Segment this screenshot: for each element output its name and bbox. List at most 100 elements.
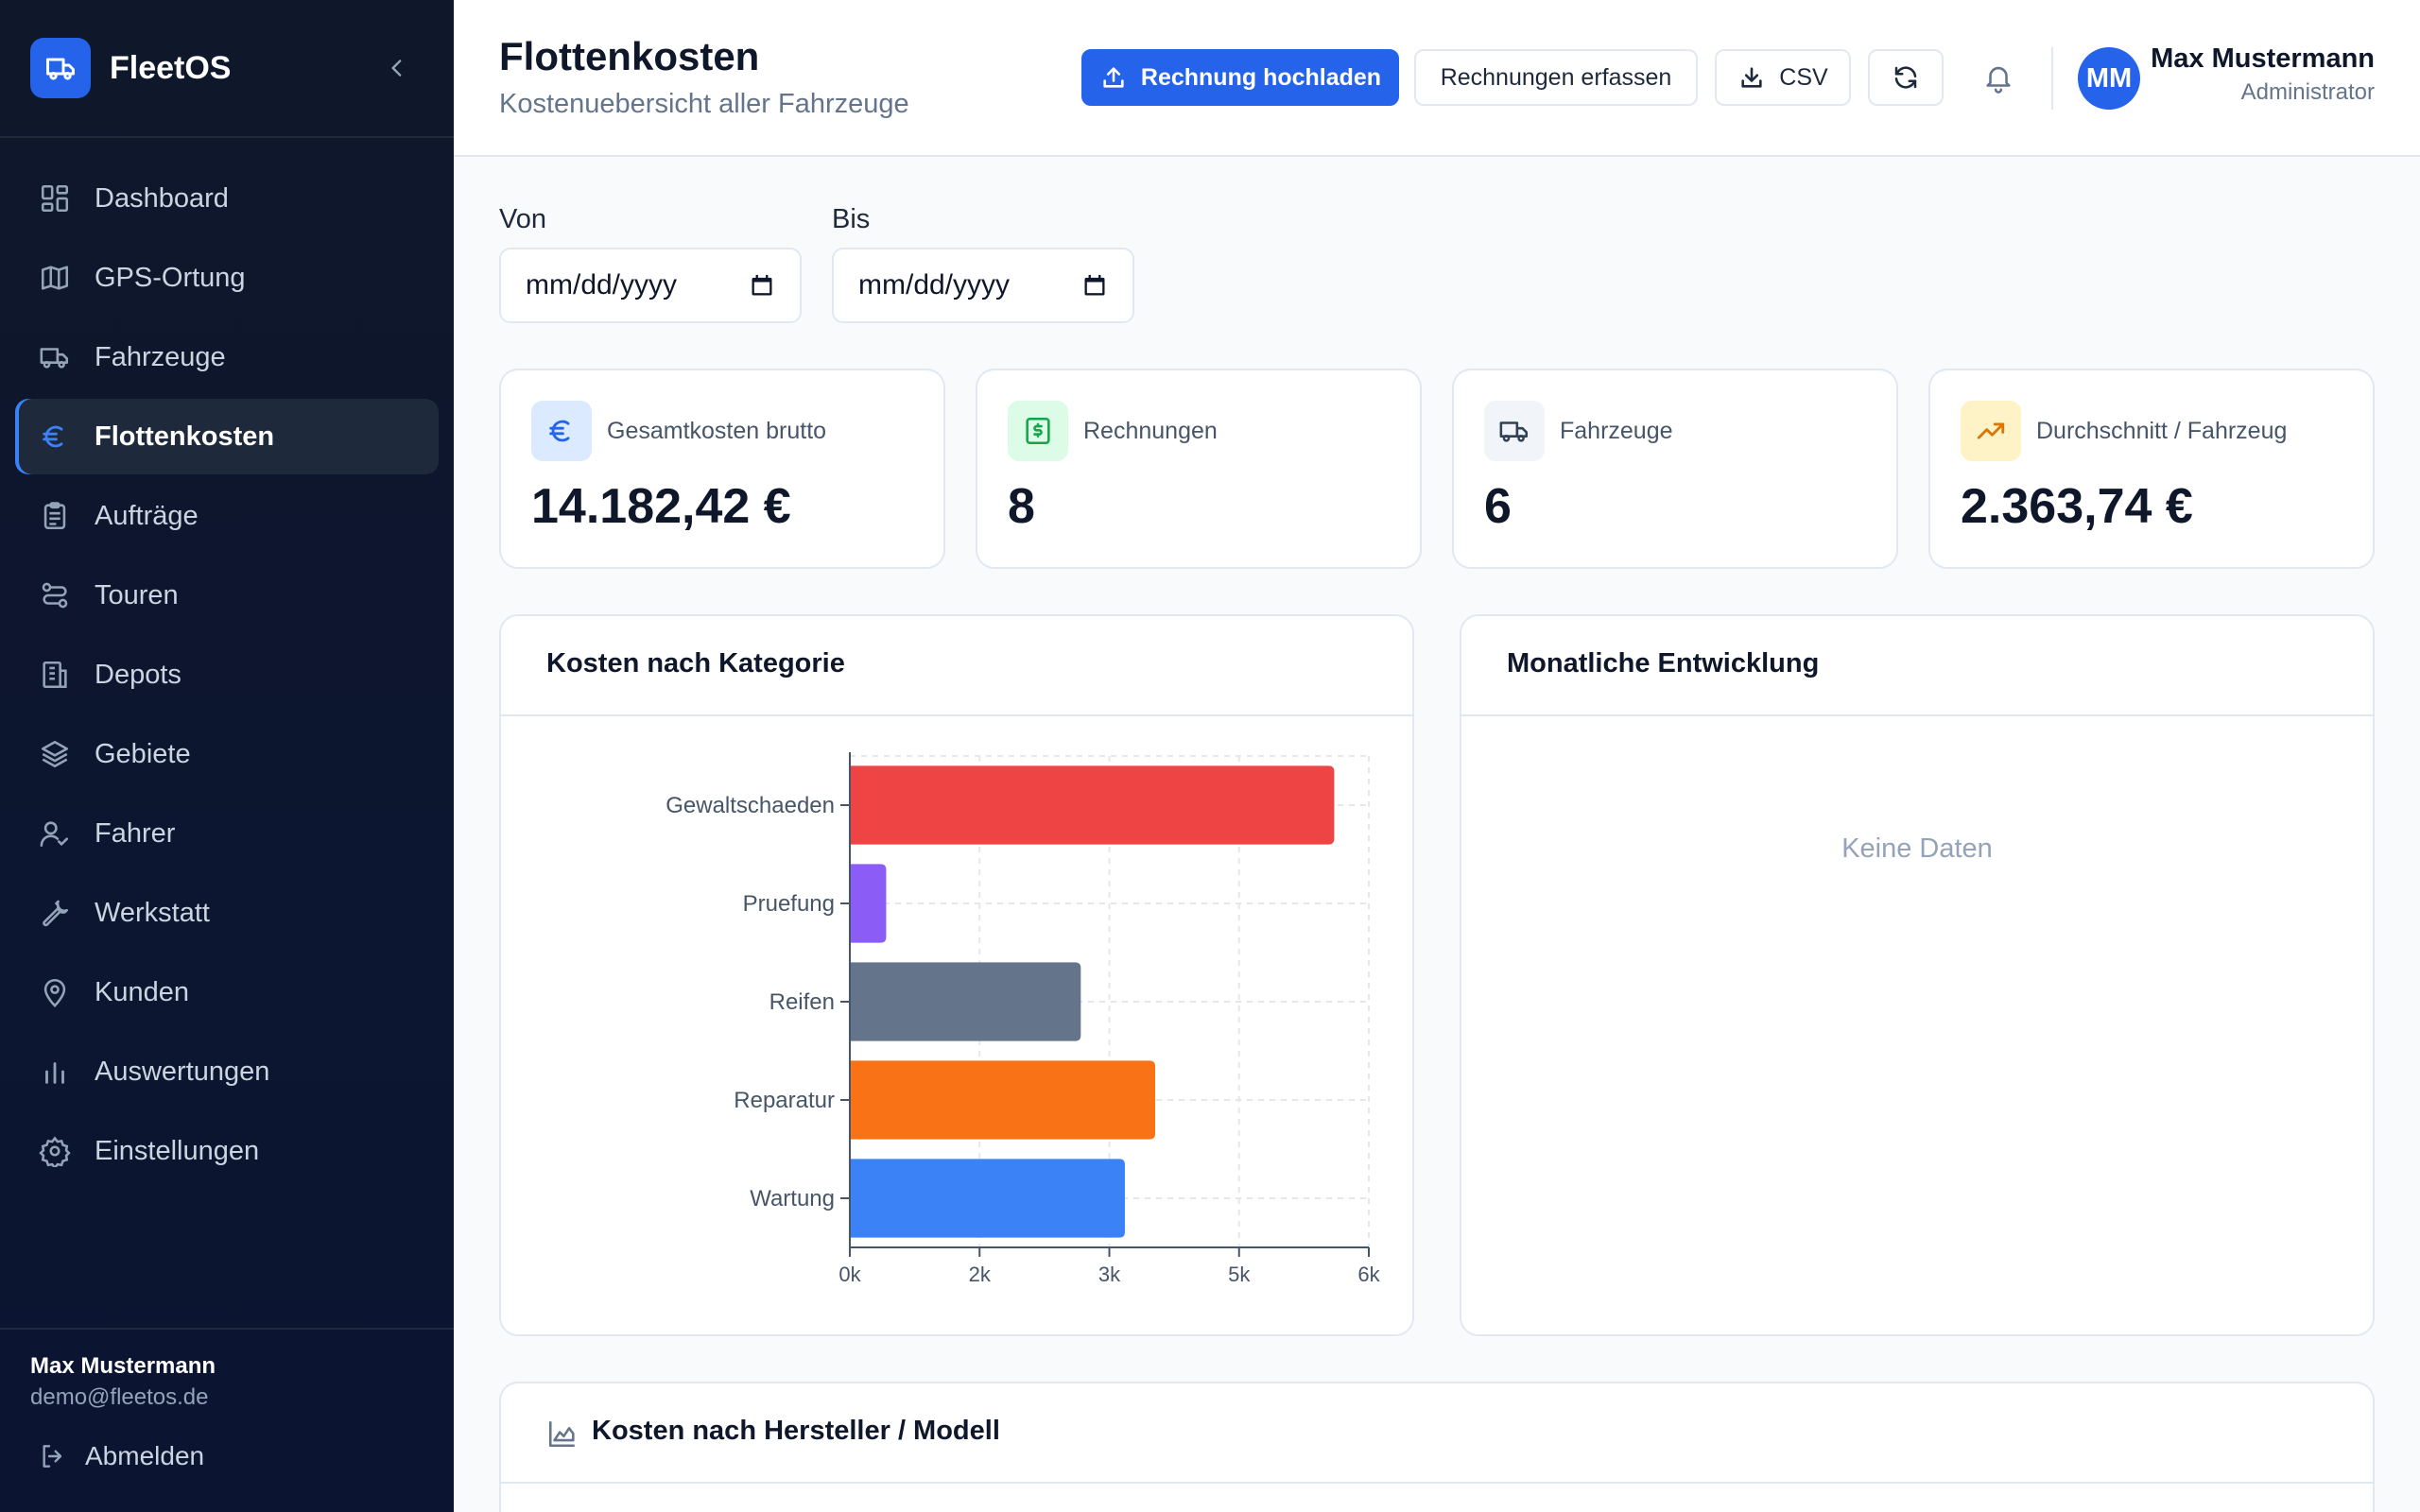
stat-value: 2.363,74 € — [1961, 479, 2193, 534]
logout-button[interactable]: Abmelden — [38, 1440, 204, 1472]
sidebar-item-werkstatt[interactable]: Werkstatt — [15, 875, 439, 951]
sidebar-item-label: Dashboard — [95, 182, 229, 214]
sidebar: FleetOS Dashboard GPS-Ortung Fahrzeuge F… — [0, 0, 454, 1512]
monthly-development-panel: Monatliche Entwicklung Keine Daten — [1460, 614, 2375, 1336]
sidebar-item-auswertungen[interactable]: Auswertungen — [15, 1034, 439, 1109]
stat-label: Rechnungen — [1083, 418, 1218, 444]
category-label: Wartung — [750, 1186, 835, 1211]
notifications-button[interactable] — [1978, 57, 2019, 98]
upload-invoice-button[interactable]: Rechnung hochladen — [1081, 49, 1399, 106]
sidebar-item-auftraege[interactable]: Aufträge — [15, 478, 439, 554]
csv-export-button[interactable]: CSV — [1715, 49, 1851, 106]
csv-export-label: CSV — [1779, 63, 1828, 91]
to-date-label: Bis — [832, 204, 871, 234]
x-tick-label: 5k — [1228, 1263, 1251, 1286]
sidebar-item-label: Einstellungen — [95, 1135, 260, 1166]
sidebar-item-gps[interactable]: GPS-Ortung — [15, 240, 439, 316]
header-user-name[interactable]: Max Mustermann — [2151, 43, 2375, 74]
calendar-icon[interactable] — [1081, 272, 1108, 299]
truck-icon — [1484, 401, 1545, 461]
category-label: Reifen — [769, 989, 835, 1015]
empty-state-text: Keine Daten — [1841, 833, 1993, 864]
receipt-icon — [1008, 401, 1068, 461]
sidebar-divider — [0, 1328, 454, 1330]
map-pin-icon — [38, 975, 72, 1009]
avatar[interactable]: MM — [2078, 47, 2140, 110]
stat-value: 14.182,42 € — [531, 479, 791, 534]
euro-icon — [531, 401, 592, 461]
brand[interactable]: FleetOS — [30, 38, 231, 98]
stat-label: Fahrzeuge — [1560, 418, 1673, 444]
sidebar-item-label: Fahrzeuge — [95, 341, 226, 372]
sidebar-item-touren[interactable]: Touren — [15, 558, 439, 633]
sidebar-item-label: Flottenkosten — [95, 421, 275, 452]
capture-invoices-button[interactable]: Rechnungen erfassen — [1414, 49, 1698, 106]
page-title: Flottenkosten — [499, 34, 760, 78]
clipboard-icon — [38, 499, 72, 533]
sidebar-item-fahrer[interactable]: Fahrer — [15, 796, 439, 871]
header-divider — [2051, 47, 2053, 110]
from-date-input[interactable]: mm/dd/yyyy — [499, 248, 802, 323]
sidebar-item-dashboard[interactable]: Dashboard — [15, 161, 439, 236]
area-chart-icon — [546, 1418, 579, 1450]
wrench-icon — [38, 896, 72, 930]
to-date-input[interactable]: mm/dd/yyyy — [832, 248, 1134, 323]
panel-title: Kosten nach Hersteller / Modell — [592, 1416, 1000, 1446]
upload-invoice-label: Rechnung hochladen — [1140, 63, 1382, 91]
sidebar-divider — [0, 136, 454, 138]
bell-icon — [1986, 66, 2011, 94]
sidebar-item-einstellungen[interactable]: Einstellungen — [15, 1113, 439, 1189]
chart-bar — [850, 864, 887, 943]
refresh-icon — [1894, 66, 1917, 89]
chart-bar — [850, 765, 1335, 845]
calendar-icon[interactable] — [749, 272, 775, 299]
logout-icon — [38, 1440, 70, 1472]
sidebar-item-depots[interactable]: Depots — [15, 637, 439, 713]
from-date-placeholder: mm/dd/yyyy — [526, 269, 678, 301]
brand-name: FleetOS — [110, 49, 232, 86]
header-user-role: Administrator — [2240, 79, 2375, 105]
page-subtitle: Kostenuebersicht aller Fahrzeuge — [499, 89, 909, 119]
building-icon — [38, 658, 72, 692]
stat-card-vehicles: Fahrzeuge 6 — [1452, 369, 1898, 569]
stat-value: 6 — [1484, 479, 1512, 534]
truck-icon — [38, 340, 72, 374]
logout-label: Abmelden — [85, 1441, 205, 1470]
sidebar-item-label: Depots — [95, 659, 182, 690]
sidebar-item-fahrzeuge[interactable]: Fahrzeuge — [15, 319, 439, 395]
sidebar-item-kunden[interactable]: Kunden — [15, 954, 439, 1030]
map-icon — [38, 261, 72, 295]
sidebar-item-label: Gebiete — [95, 738, 191, 769]
stat-label: Durchschnitt / Fahrzeug — [2036, 418, 2288, 444]
upload-icon — [1099, 63, 1128, 92]
category-bar-chart: Gewaltschaeden Pruefung Reifen Reparatur War… — [666, 752, 1381, 1286]
sidebar-item-flottenkosten[interactable]: Flottenkosten — [15, 399, 439, 474]
sidebar-item-label: Werkstatt — [95, 897, 210, 928]
stat-card-average: Durchschnitt / Fahrzeug 2.363,74 € — [1928, 369, 2375, 569]
stat-value: 8 — [1008, 479, 1035, 534]
panel-title: Kosten nach Kategorie — [546, 648, 845, 679]
category-cost-panel: Kosten nach Kategorie Gewaltschaeden Prue… — [499, 614, 1414, 1336]
sidebar-item-label: Kunden — [95, 976, 189, 1007]
route-icon — [38, 578, 72, 612]
download-icon — [1737, 63, 1766, 92]
panel-title: Monatliche Entwicklung — [1507, 648, 1820, 679]
collapse-sidebar-button[interactable] — [378, 49, 416, 87]
trending-up-icon — [1961, 401, 2021, 461]
manufacturer-cost-panel: Kosten nach Hersteller / Modell — [499, 1382, 2375, 1512]
capture-invoices-label: Rechnungen erfassen — [1440, 63, 1672, 91]
bar-chart-icon — [38, 1055, 72, 1089]
category-label: Pruefung — [743, 891, 835, 917]
sidebar-item-gebiete[interactable]: Gebiete — [15, 716, 439, 792]
sidebar-item-label: GPS-Ortung — [95, 262, 246, 293]
stat-card-invoices: Rechnungen 8 — [976, 369, 1422, 569]
refresh-button[interactable] — [1868, 49, 1944, 106]
panel-header: Kosten nach Hersteller / Modell — [501, 1383, 2373, 1484]
x-tick-label: 6k — [1357, 1263, 1380, 1286]
x-tick-label: 3k — [1098, 1263, 1121, 1286]
layers-icon — [38, 737, 72, 771]
page-header: Flottenkosten Kostenuebersicht aller Fah… — [454, 0, 2420, 157]
from-date-label: Von — [499, 204, 546, 234]
user-check-icon — [38, 816, 72, 850]
